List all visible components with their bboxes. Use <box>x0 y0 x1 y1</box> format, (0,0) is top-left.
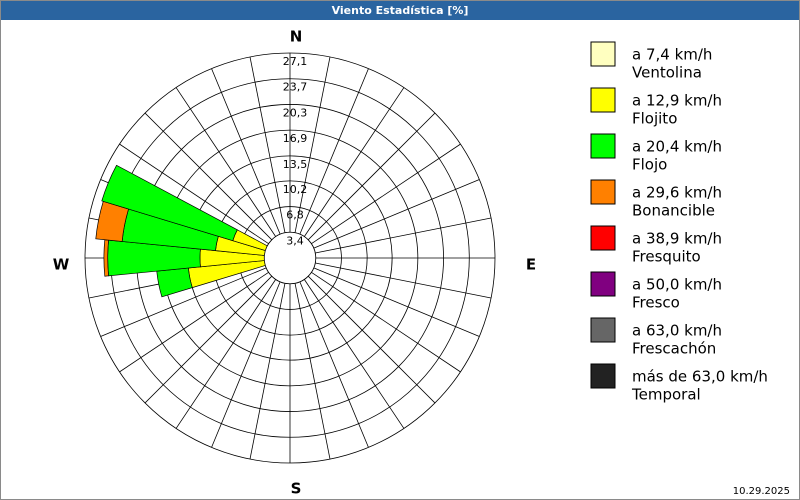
spoke <box>313 179 480 249</box>
legend-label: a 50,0 km/h <box>632 276 722 294</box>
legend-description: Temporal <box>631 386 701 404</box>
legend-label: a 7,4 km/h <box>632 46 712 64</box>
r-tick-label: 6,8 <box>286 209 304 222</box>
ring <box>84 52 496 464</box>
legend-label: a 12,9 km/h <box>632 92 722 110</box>
spoke <box>175 279 277 429</box>
spoke <box>307 275 436 404</box>
spoke <box>144 112 273 241</box>
r-tick-label: 23,7 <box>283 81 308 94</box>
compass-label: N <box>290 28 303 46</box>
legend-swatch <box>590 41 616 67</box>
title-bar <box>1 1 799 20</box>
legend-swatch <box>590 271 616 297</box>
spoke <box>299 281 369 448</box>
legend-label: a 38,9 km/h <box>632 230 722 248</box>
legend-description: Fresquito <box>632 248 701 266</box>
spoke <box>313 267 480 337</box>
spoke <box>303 87 405 237</box>
spoke <box>211 281 281 448</box>
r-tick-label: 10,2 <box>283 183 308 196</box>
legend-swatch <box>590 363 616 389</box>
spoke <box>144 275 273 404</box>
legend-description: Frescachón <box>632 340 716 358</box>
r-tick-label: 16,9 <box>283 132 308 145</box>
legend-swatch <box>590 133 616 159</box>
spoke <box>294 56 331 233</box>
wedge <box>103 239 109 277</box>
spoke <box>249 56 286 233</box>
spoke <box>311 271 461 373</box>
r-tick-label: 3,4 <box>286 234 304 247</box>
spoke <box>315 262 492 299</box>
spoke <box>175 87 277 237</box>
spoke <box>119 271 269 373</box>
spoke <box>211 68 281 235</box>
compass-label: S <box>291 480 302 498</box>
spoke <box>315 217 492 254</box>
r-tick-label: 13,5 <box>283 158 308 171</box>
legend-swatch <box>590 225 616 251</box>
chart-title: Viento Estadística [%] <box>332 4 469 17</box>
legend-label: a 20,4 km/h <box>632 138 722 156</box>
r-tick-label: 27,1 <box>283 55 308 68</box>
spoke <box>294 283 331 460</box>
legend-label: a 29,6 km/h <box>632 184 722 202</box>
spoke <box>311 143 461 245</box>
calm-circle <box>263 231 317 285</box>
plot: 3,4 6,8 10,2 13,5 16,9 20,3 23,7 27,1 N E S Wa 7,4 … <box>53 28 768 498</box>
spoke <box>249 283 286 460</box>
r-tick-label: 20,3 <box>283 106 308 119</box>
spoke <box>307 112 436 241</box>
legend-description: Flojito <box>632 110 677 128</box>
spoke <box>299 68 369 235</box>
legend-swatch <box>590 317 616 343</box>
compass-label: W <box>53 256 70 274</box>
legend-swatch <box>590 179 616 205</box>
spoke <box>100 267 267 337</box>
legend-description: Fresco <box>632 294 680 312</box>
spoke <box>303 279 405 429</box>
date: 10.29.2025 <box>733 486 790 497</box>
legend-label: a 63,0 km/h <box>632 322 722 340</box>
wedge <box>101 164 238 242</box>
legend-label: más de 63,0 km/h <box>632 368 768 386</box>
legend-swatch <box>590 87 616 113</box>
legend-description: Flojo <box>632 156 667 174</box>
legend-description: Ventolina <box>632 64 702 82</box>
compass-label: E <box>526 256 536 274</box>
spoke <box>119 143 269 245</box>
legend-description: Bonancible <box>632 202 715 220</box>
